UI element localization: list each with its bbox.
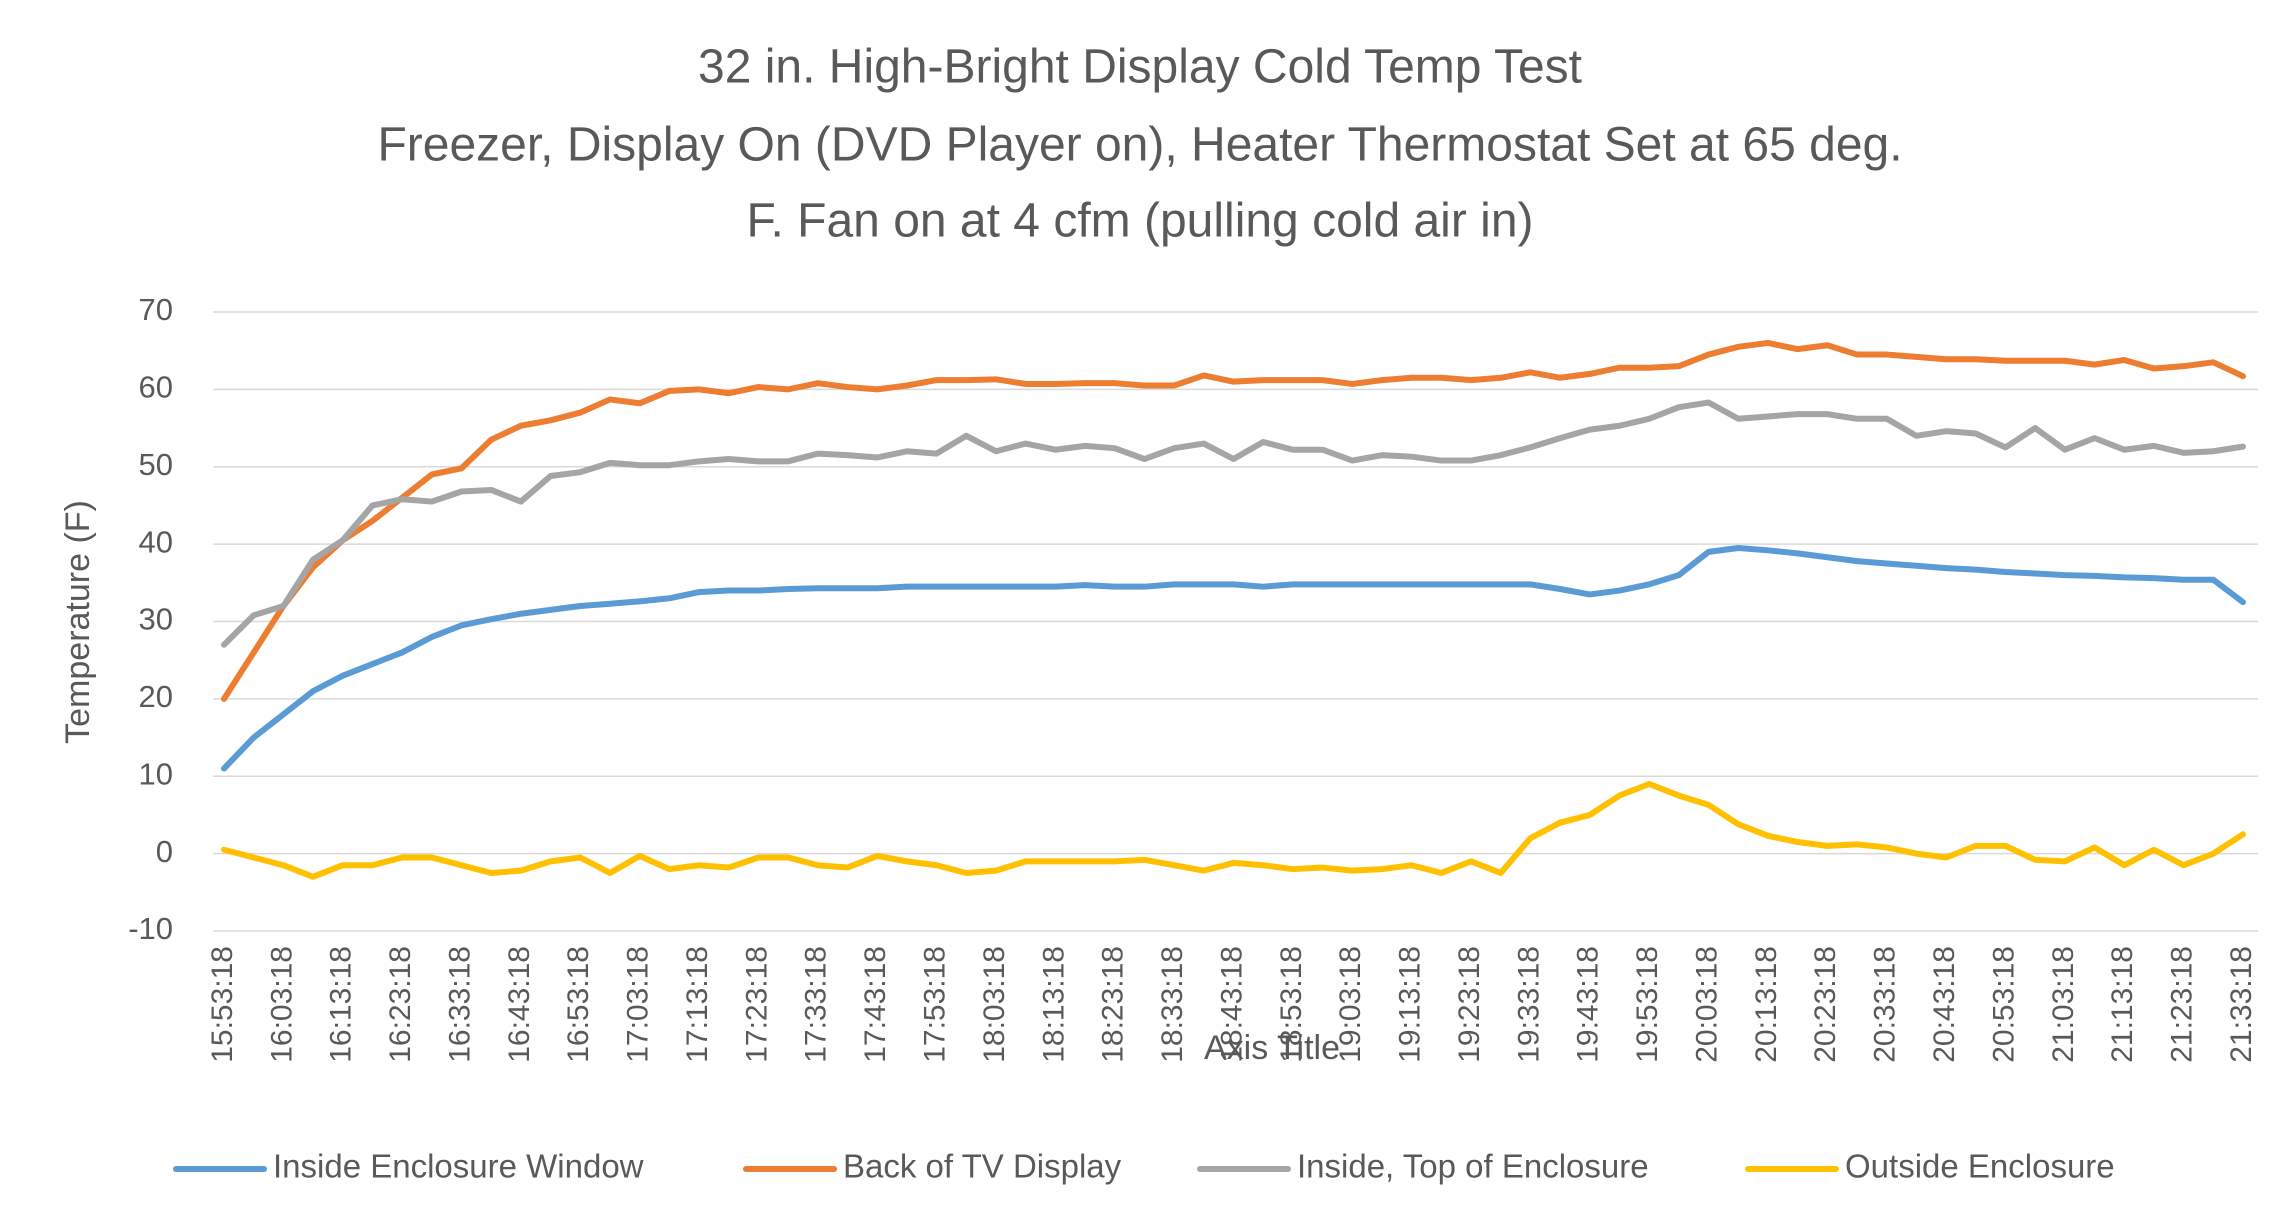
x-tick-label: 21:03:18	[2047, 946, 2080, 1063]
x-tick-label: 16:13:18	[325, 946, 358, 1063]
legend-label: Back of TV Display	[843, 1148, 1122, 1185]
x-tick-label: 20:23:18	[1809, 946, 1842, 1063]
x-tick-label: 19:03:18	[1334, 946, 1367, 1063]
x-tick-label: 18:53:18	[1275, 946, 1308, 1063]
x-axis-title: Axis Title	[1204, 1029, 1340, 1067]
x-tick-label: 21:33:18	[2225, 946, 2258, 1063]
data-line	[221, 780, 2246, 880]
x-tick-label: 18:43:18	[1215, 946, 1248, 1063]
x-tick-label: 21:13:18	[2106, 946, 2139, 1063]
y-tick-label: 20	[139, 679, 173, 714]
x-tick-label: 19:13:18	[1394, 946, 1427, 1063]
x-tick-label: 16:43:18	[503, 946, 536, 1063]
x-tick-label: 18:03:18	[978, 946, 1011, 1063]
x-tick-label: 18:33:18	[1156, 946, 1189, 1063]
chart-subtitle: F. Fan on at 4 cfm (pulling cold air in)	[746, 195, 1533, 248]
legend-label: Outside Enclosure	[1845, 1148, 2115, 1185]
x-tick-label: 18:13:18	[1037, 946, 1070, 1063]
x-tick-label: 17:53:18	[919, 946, 952, 1063]
data-line	[221, 544, 2246, 772]
x-tick-label: 17:33:18	[800, 946, 833, 1063]
x-tick-label: 20:33:18	[1869, 946, 1902, 1063]
y-tick-label: 70	[139, 292, 173, 327]
x-tick-label: 20:53:18	[1987, 946, 2020, 1063]
y-tick-label: 60	[139, 370, 173, 405]
x-tick-label: 18:23:18	[1097, 946, 1130, 1063]
chart-subtitle: Freezer, Display On (DVD Player on), Hea…	[377, 119, 1902, 172]
y-tick-label: 40	[139, 524, 173, 559]
x-tick-label: 16:03:18	[265, 946, 298, 1063]
x-tick-label: 17:03:18	[622, 946, 655, 1063]
x-tick-label: 21:23:18	[2166, 946, 2199, 1063]
x-tick-label: 19:23:18	[1453, 946, 1486, 1063]
x-tick-label: 16:33:18	[443, 946, 476, 1063]
data-line	[221, 339, 2246, 702]
x-tick-label: 15:53:18	[206, 946, 239, 1063]
x-tick-label: 20:03:18	[1690, 946, 1723, 1063]
x-tick-label: 19:33:18	[1512, 946, 1545, 1063]
legend-label: Inside, Top of Enclosure	[1297, 1148, 1649, 1185]
y-tick-label: 10	[139, 756, 173, 791]
x-tick-label: 16:53:18	[562, 946, 595, 1063]
y-tick-label: 0	[156, 834, 173, 869]
x-tick-label: 17:13:18	[681, 946, 714, 1063]
x-tick-label: 19:53:18	[1631, 946, 1664, 1063]
x-tick-label: 17:43:18	[859, 946, 892, 1063]
y-axis-title: Temperature (F)	[59, 500, 97, 744]
x-tick-label: 16:23:18	[384, 946, 417, 1063]
x-tick-label: 20:43:18	[1928, 946, 1961, 1063]
data-line	[221, 399, 2246, 648]
x-tick-label: 19:43:18	[1572, 946, 1605, 1063]
x-tick-label: 20:13:18	[1750, 946, 1783, 1063]
y-tick-label: -10	[128, 911, 173, 946]
y-tick-label: 30	[139, 602, 173, 637]
y-tick-label: 50	[139, 447, 173, 482]
chart-title: 32 in. High-Bright Display Cold Temp Tes…	[698, 41, 1582, 94]
x-tick-label: 17:23:18	[740, 946, 773, 1063]
legend-label: Inside Enclosure Window	[273, 1148, 644, 1185]
